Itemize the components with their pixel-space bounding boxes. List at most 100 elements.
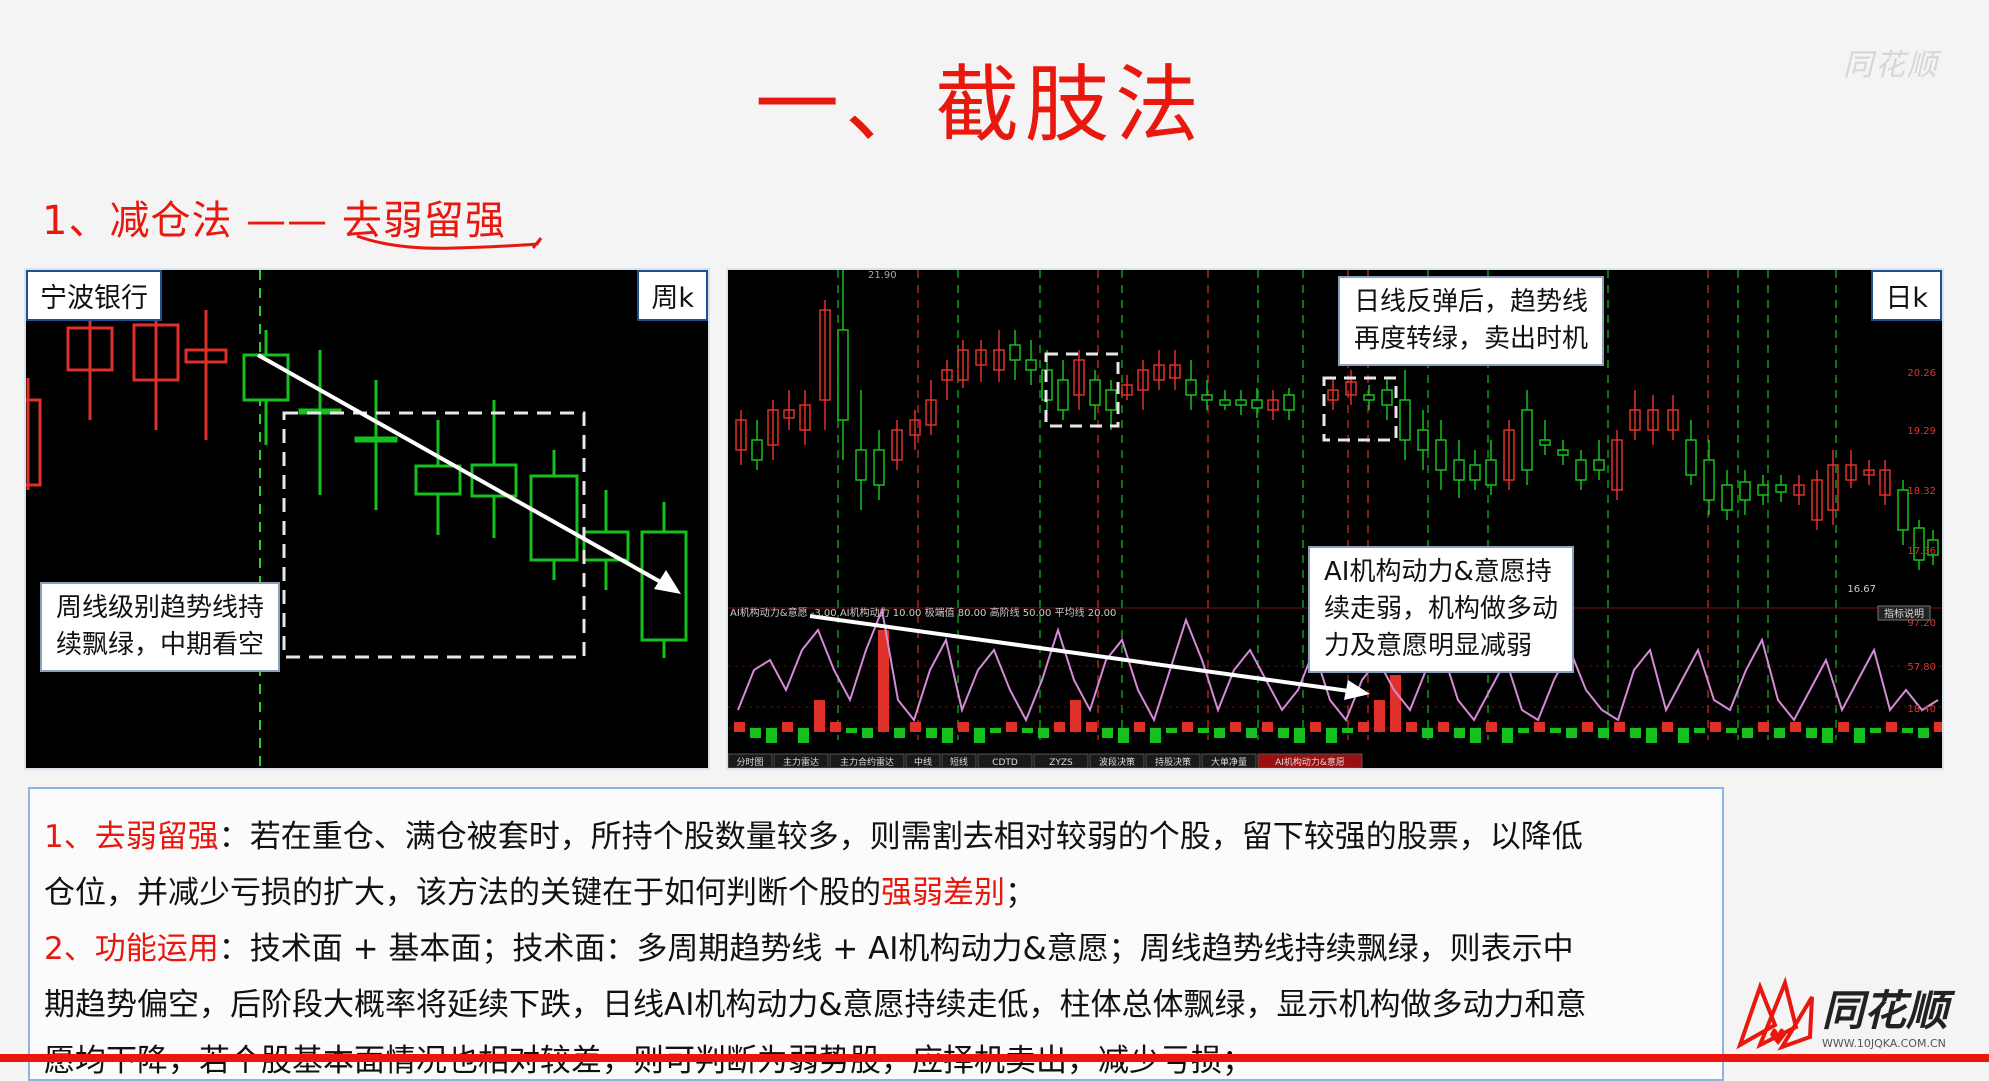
indicator-bar [1086, 722, 1097, 732]
daily-candle-body [1629, 409, 1641, 431]
indicator-bar [1518, 728, 1529, 733]
daily-callout-bottom-line: 续走弱，机构做多动 [1324, 594, 1559, 624]
desc-line-4: 期趋势偏空，后阶段大概率将延续下跌，日线AI机构动力&意愿持续走低，柱体总体飘绿… [44, 979, 1587, 1024]
daily-candle-body [1345, 381, 1357, 396]
daily-candle-body [1593, 459, 1605, 471]
weekly-candle-body [242, 353, 290, 402]
indicator-bar [814, 700, 825, 732]
indicator-bar [1358, 722, 1369, 732]
indicator-tab [1033, 753, 1089, 768]
desc-label: 2、功能运用 [44, 931, 219, 967]
section-subtitle: 1、减仓法 —— 去弱留强 [42, 188, 506, 246]
daily-candle-body [1827, 464, 1839, 511]
indicator-bar [1422, 728, 1433, 738]
daily-candle-body [1845, 464, 1857, 481]
daily-callout-bottom: AI机构动力&意愿持 续走弱，机构做多动 力及意愿明显减弱 [1308, 546, 1575, 673]
indicator-bar [1742, 728, 1753, 738]
daily-candle-body [1897, 489, 1909, 531]
daily-candle-body [1251, 399, 1263, 409]
daily-highlight-box-1 [1044, 352, 1120, 428]
indicator-bar [1374, 700, 1385, 732]
daily-callout-top-line: 再度转绿，卖出时机 [1354, 324, 1589, 354]
daily-candle-body [1469, 464, 1481, 481]
daily-candle-body [1399, 399, 1411, 441]
indicator-bar [974, 728, 985, 743]
weekly-candle-chart [26, 270, 688, 768]
daily-callout-bottom-line: AI机构动力&意愿持 [1324, 557, 1552, 587]
indicator-bar [1886, 722, 1897, 732]
weekly-candle-body [132, 323, 180, 382]
indicator-tab [1145, 753, 1201, 768]
daily-candle-body [1219, 399, 1231, 406]
indicator-bar [1774, 728, 1785, 738]
weekly-candle-body [354, 436, 398, 443]
subtitle-highlight: 去弱留强 [341, 198, 506, 244]
desc-line-3: 2、功能运用：技术面 + 基本面；技术面：多周期趋势线 + AI机构动力&意愿；… [44, 923, 1574, 968]
stock-name-tag: 宁波银行 [26, 270, 162, 321]
brand-logo: 同花顺 WWW.10JQKA.COM.CN [1730, 975, 1970, 1057]
indicator-bar [1342, 728, 1353, 733]
indicator-bar [1662, 722, 1673, 732]
desc-text: ：技术面 + 基本面；技术面：多周期趋势线 + AI机构动力&意愿；周线趋势线持… [218, 931, 1574, 967]
daily-candle-body [1025, 359, 1037, 371]
price-low-label: 16.67 [1847, 584, 1876, 595]
daily-chart-panel[interactable]: 21.90 AI机构动力&意愿 -3.00 AI机构动力 10.00 极端值 8… [726, 268, 1944, 770]
indicator-tab [829, 753, 905, 768]
indicator-bar [1006, 722, 1017, 732]
indicator-tab-label: ZYZS [1049, 758, 1073, 768]
indicator-bar [1150, 728, 1161, 743]
daily-candle-body [975, 349, 987, 366]
indicator-tab [1201, 753, 1257, 768]
price-axis-label: 17.36 [1907, 546, 1936, 557]
price-axis-label: 20.26 [1907, 368, 1936, 379]
indicator-tab-label: 波段决策 [1099, 756, 1135, 768]
daily-period-tag: 日k [1871, 270, 1942, 321]
indicator-bar [1182, 722, 1193, 732]
daily-candle-body [1721, 484, 1733, 511]
indicator-bar [1278, 728, 1289, 738]
daily-candle-body [1685, 439, 1697, 476]
indicator-tab-label: AI机构动力&意愿 [1275, 756, 1345, 768]
indicator-bar [1294, 728, 1305, 743]
indicator-bar [750, 728, 761, 738]
daily-candle-body [1105, 389, 1117, 411]
daily-candle-body [925, 399, 937, 426]
indicator-help-button: 指标说明 [1884, 607, 1924, 620]
indicator-tab-label: 短线 [950, 756, 968, 768]
indicator-bar [1454, 728, 1465, 738]
daily-candle-body [767, 409, 779, 446]
daily-callout-top: 日线反弹后，趋势线 再度转绿，卖出时机 [1338, 276, 1605, 366]
daily-candle-body [783, 409, 795, 419]
indicator-tab [728, 753, 773, 768]
daily-candle-body [941, 369, 953, 381]
description-box: 1、去弱留强：若在重仓、满仓被套时，所持个股数量较多，则需割去相对较弱的个股，留… [28, 787, 1724, 1081]
indicator-bar [1646, 728, 1657, 743]
daily-candle-body [1575, 459, 1587, 481]
indicator-axis-label: 97.20 [1907, 618, 1936, 629]
indicator-tab-label: 中线 [914, 756, 932, 768]
indicator-bar [1134, 722, 1145, 732]
indicator-bar [1598, 728, 1609, 738]
subtitle-prefix: 1、减仓法 —— [42, 198, 342, 244]
weekly-trend-arrow [257, 353, 667, 587]
desc-line-1: 1、去弱留强：若在重仓、满仓被套时，所持个股数量较多，则需割去相对较弱的个股，留… [44, 811, 1583, 856]
indicator-bar [1054, 722, 1065, 732]
weekly-callout-line: 续飘绿，中期看空 [56, 630, 265, 660]
indicator-bar [782, 722, 793, 732]
weekly-chart-panel[interactable]: 宁波银行 周k 周线级别趋势线持 续飘绿，中期看空 [24, 268, 710, 770]
daily-candle-body [1611, 439, 1623, 491]
indicator-tab-label: 分时图 [736, 756, 763, 768]
indicator-tab [1089, 753, 1145, 768]
daily-callout-top-line: 日线反弹后，趋势线 [1354, 287, 1589, 317]
daily-candle-body [1739, 481, 1751, 501]
indicator-bar [1822, 728, 1833, 743]
indicator-tab [941, 753, 977, 768]
indicator-bar [942, 728, 953, 743]
indicator-bar [862, 728, 873, 738]
bottom-accent-bar [0, 1054, 1989, 1062]
daily-trend-arrowhead [1344, 680, 1370, 700]
daily-candle-body [1913, 527, 1925, 561]
indicator-bar [1102, 728, 1113, 738]
indicator-bar [1486, 722, 1497, 732]
indicator-tab-label: 大单净量 [1211, 756, 1247, 768]
